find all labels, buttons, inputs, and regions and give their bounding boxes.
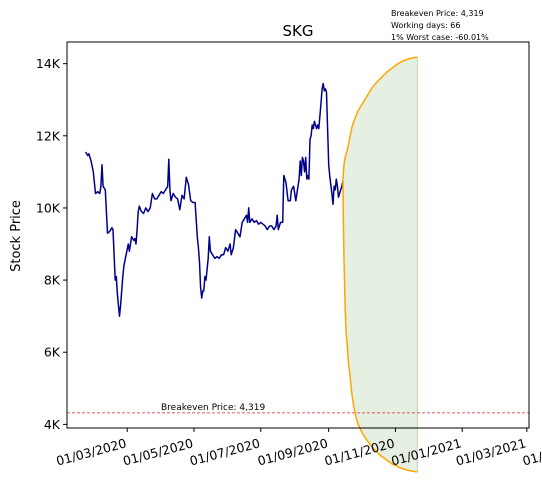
annotation-worst-case: 1% Worst case: -60.01% xyxy=(391,33,489,42)
breakeven-line-group: Breakeven Price: 4,319 xyxy=(67,403,529,414)
projection-range-area xyxy=(342,57,418,473)
best-case-line xyxy=(342,56,418,180)
y-tick-label: 6K xyxy=(44,345,61,360)
info-annotations: Breakeven Price: 4,319 Working days: 66 … xyxy=(391,9,489,42)
breakeven-label: Breakeven Price: 4,319 xyxy=(161,403,265,413)
annotation-working-days: Working days: 66 xyxy=(391,21,460,30)
y-tick-label: 4K xyxy=(44,417,61,432)
y-tick-label: 10K xyxy=(36,200,61,215)
plot-frame xyxy=(66,41,530,429)
y-axis-title: Stock Price xyxy=(9,200,24,272)
series-group xyxy=(84,56,418,473)
worst-case-line xyxy=(342,179,418,473)
chart-title: SKG xyxy=(283,22,314,40)
y-tick-label: 8K xyxy=(44,273,61,288)
historical-price-line xyxy=(84,82,344,317)
y-tick-label: 14K xyxy=(36,56,61,71)
annotation-breakeven: Breakeven Price: 4,319 xyxy=(391,9,484,18)
projection-range-fill xyxy=(342,57,418,472)
y-tick-label: 12K xyxy=(36,128,61,143)
